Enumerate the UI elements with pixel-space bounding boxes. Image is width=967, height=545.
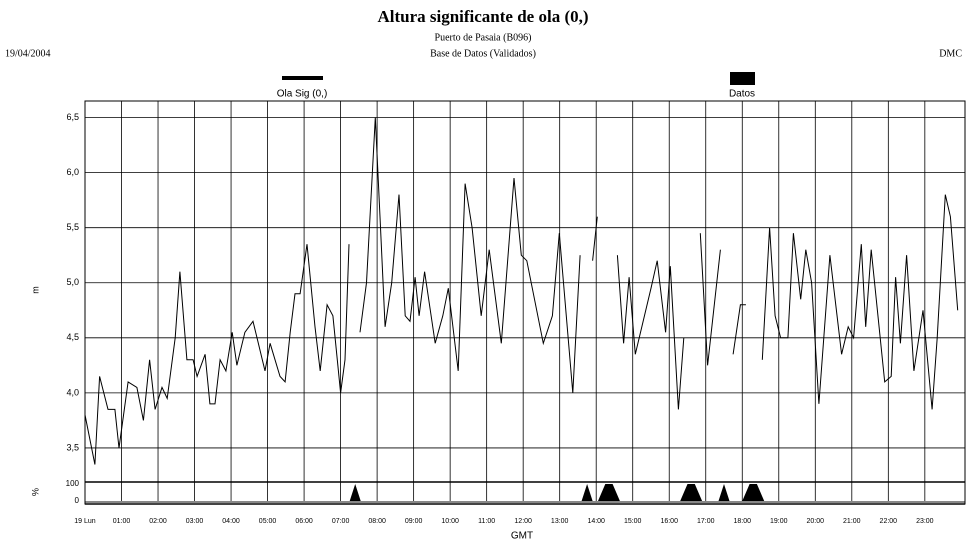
x-tick-label: 15:00 [624, 518, 642, 525]
chart-title: Altura significante de ola (0,) [377, 7, 588, 26]
x-tick-label: 01:00 [113, 518, 131, 525]
legend-label: Ola Sig (0,) [277, 89, 328, 100]
y-axis-label: % [30, 488, 40, 496]
x-tick-label: 16:00 [660, 518, 678, 525]
x-tick-label: 10:00 [441, 518, 459, 525]
x-axis-label: GMT [511, 531, 533, 542]
x-tick-label: 19:00 [770, 518, 788, 525]
data-line [84, 117, 959, 465]
x-tick-label: 05:00 [259, 518, 277, 525]
x-tick-label: 08:00 [368, 518, 386, 525]
x-tick-label: 02:00 [149, 518, 167, 525]
x-tick-label: 21:00 [843, 518, 861, 525]
date: 19/04/2004 [5, 48, 51, 59]
y-tick-label: 0 [75, 496, 80, 505]
x-tick-label: 12:00 [514, 518, 532, 525]
x-tick-label: 19 Lun [74, 518, 96, 525]
y-tick-label: 5,0 [66, 277, 79, 287]
x-tick-label: 23:00 [916, 518, 934, 525]
subtitle: Puerto de Pasaia (B096) [435, 32, 532, 43]
y-tick-label: 4,0 [66, 387, 79, 397]
data-area [85, 484, 965, 501]
x-tick-label: 04:00 [222, 518, 240, 525]
x-tick-label: 11:00 [478, 518, 495, 525]
y-tick-label: 5,5 [66, 222, 79, 232]
x-tick-label: 14:00 [587, 518, 605, 525]
author: DMC [939, 48, 962, 59]
subtitle: Base de Datos (Validados) [430, 48, 536, 59]
legend-swatch [730, 72, 755, 85]
legend-label: Datos [729, 89, 755, 100]
x-tick-label: 20:00 [807, 518, 825, 525]
x-tick-label: 17:00 [697, 518, 715, 525]
y-tick-label: 6,5 [66, 112, 79, 122]
x-tick-label: 03:00 [186, 518, 204, 525]
y-tick-label: 4,5 [66, 332, 79, 342]
y-tick-label: 3,5 [66, 442, 79, 452]
y-tick-label: 100 [66, 479, 80, 488]
x-tick-label: 06:00 [295, 518, 313, 525]
plot-frame [84, 100, 966, 505]
x-tick-label: 13:00 [551, 518, 569, 525]
x-tick-label: 22:00 [880, 518, 898, 525]
x-tick-label: 09:00 [405, 518, 423, 525]
y-axis-label: m [30, 286, 40, 294]
x-tick-label: 18:00 [733, 518, 751, 525]
x-tick-label: 07:00 [332, 518, 350, 525]
y-tick-label: 6,0 [66, 167, 79, 177]
